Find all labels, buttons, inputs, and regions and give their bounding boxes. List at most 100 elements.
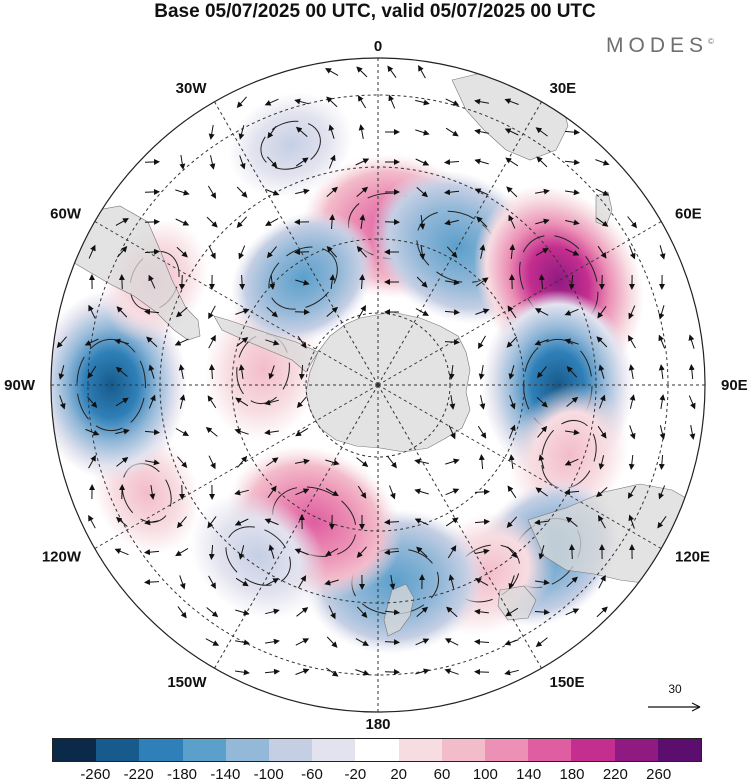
negative-anomaly-center — [190, 492, 327, 620]
negative-anomaly-center — [228, 92, 353, 198]
wind-arrow — [264, 518, 279, 526]
wind-arrow — [448, 425, 456, 440]
wind-arrow — [207, 395, 217, 409]
wind-arrow — [265, 638, 280, 645]
colorbar-tick-label: 220 — [602, 766, 628, 783]
wind-arrow — [358, 124, 365, 139]
wind-arrow — [566, 366, 578, 378]
wind-arrow — [597, 245, 607, 259]
map-boundary — [50, 57, 706, 713]
wind-arrow — [236, 186, 248, 198]
wind-arrow — [535, 218, 550, 225]
wind-arrow — [627, 216, 638, 229]
wind-arrow — [535, 579, 550, 586]
colorbar-tick-label: 60 — [433, 766, 451, 783]
colorbar-tick-label: 180 — [559, 766, 585, 783]
wind-arrow — [359, 214, 366, 229]
wind-arrow — [236, 216, 248, 228]
wind-arrow — [144, 308, 160, 315]
wind-arrow — [474, 188, 489, 196]
wind-arrow — [116, 306, 128, 318]
wind-arrow — [508, 365, 515, 380]
wind-arrow — [598, 515, 606, 529]
wind-arrow — [478, 365, 485, 380]
wind-arrow — [415, 99, 430, 106]
streamline-contour — [268, 246, 338, 310]
wind-arrow — [448, 574, 455, 589]
wind-arrow — [444, 638, 459, 646]
wind-arrow — [88, 244, 96, 259]
wind-arrow — [389, 575, 396, 590]
wind-arrow — [208, 455, 216, 470]
wind-arrow — [628, 514, 635, 529]
wind-arrow — [144, 519, 159, 526]
wind-arrow — [659, 245, 666, 260]
wind-arrow — [565, 608, 580, 616]
meridian-line — [214, 101, 379, 386]
wind-arrow — [627, 485, 637, 499]
wind-arrow — [144, 218, 160, 225]
wind-arrow — [658, 364, 665, 379]
wind-arrow — [296, 396, 307, 409]
wind-arrow — [325, 487, 339, 497]
wind-arrow — [414, 458, 429, 465]
wind-arrow — [295, 458, 310, 465]
wind-arrow — [384, 639, 400, 646]
wind-arrow — [176, 516, 187, 529]
wind-arrow — [416, 276, 428, 288]
wind-arrow — [208, 125, 215, 140]
antarctic-peninsula — [213, 315, 319, 373]
wind-arrow — [144, 248, 160, 255]
wind-arrow — [419, 215, 426, 230]
wind-arrow — [239, 274, 246, 290]
wind-arrow — [478, 335, 486, 349]
wind-arrow — [329, 214, 336, 230]
wind-arrow — [387, 65, 397, 78]
wind-arrow — [474, 668, 490, 675]
wind-arrow — [475, 578, 489, 586]
wind-arrow — [568, 544, 575, 560]
wind-arrow — [629, 245, 636, 260]
wind-arrow — [415, 638, 430, 646]
wind-arrow — [265, 578, 280, 586]
wind-arrow — [507, 546, 518, 559]
wind-arrow — [415, 668, 430, 675]
wind-arrow — [535, 247, 549, 256]
wind-arrow — [446, 246, 458, 258]
wind-arrow — [445, 488, 460, 496]
wind-arrow — [595, 188, 610, 196]
wind-arrow — [175, 428, 189, 436]
colorbar-tick-label: -180 — [166, 766, 198, 783]
wind-arrow — [175, 307, 188, 318]
wind-arrow — [445, 127, 459, 137]
wind-arrow — [508, 214, 516, 229]
wind-arrow — [326, 667, 339, 677]
wind-arrow — [265, 608, 280, 615]
colorbar-segment — [312, 739, 356, 761]
wind-arrow — [388, 94, 396, 109]
wind-arrow — [355, 638, 369, 646]
wind-arrow — [415, 129, 430, 136]
wind-arrow — [115, 516, 128, 527]
wind-arrow — [324, 579, 339, 586]
map-title: Base 05/07/2025 00 UTC, valid 05/07/2025… — [154, 1, 596, 22]
wind-arrow — [266, 246, 277, 259]
wind-arrow — [115, 428, 130, 435]
wind-arrow — [179, 394, 186, 409]
wind-arrow — [389, 485, 396, 500]
brand-logo-text: MODES — [606, 34, 709, 57]
wind-arrow — [295, 427, 309, 437]
wind-arrow — [508, 454, 515, 469]
wind-arrow — [506, 186, 518, 198]
wind-arrow — [504, 128, 519, 136]
wind-arrow — [179, 155, 186, 170]
wind-arrow — [445, 458, 460, 465]
wind-arrow — [629, 394, 636, 409]
wind-arrow — [628, 335, 636, 349]
wind-arrow — [178, 274, 185, 290]
wind-arrow — [295, 126, 308, 137]
wind-arrow — [238, 125, 245, 140]
wind-arrow — [598, 364, 605, 379]
longitude-label: 60E — [675, 206, 702, 223]
wind-arrow — [297, 575, 307, 589]
